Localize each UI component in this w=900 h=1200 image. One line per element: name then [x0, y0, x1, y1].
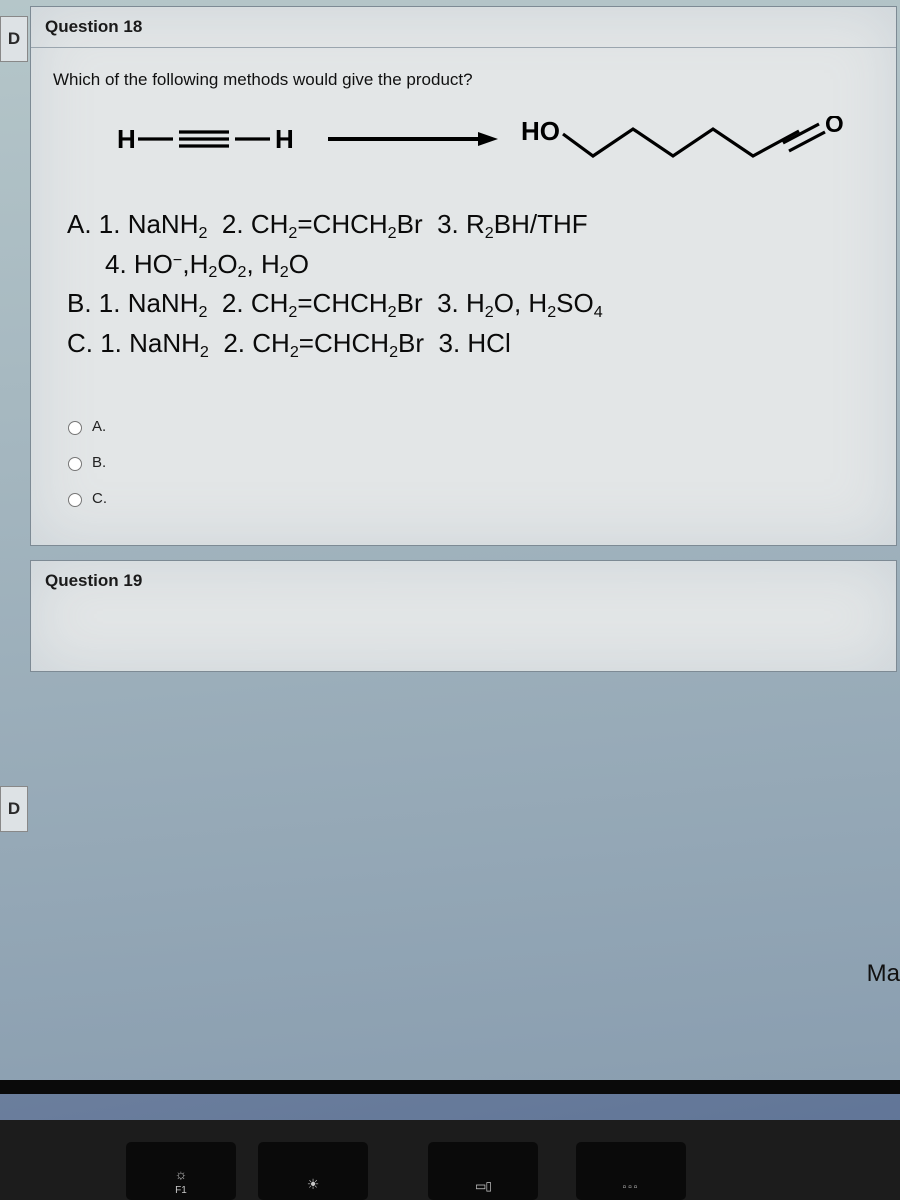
- brightness-up-icon: ☀︎: [307, 1176, 320, 1193]
- question-18-header: Question 18: [31, 7, 896, 48]
- svg-text:O: O: [825, 116, 844, 138]
- radio-c[interactable]: [68, 493, 82, 507]
- option-c: C. 1. NaNH2 2. CH2=CHCH2Br 3. HCl: [67, 325, 874, 363]
- cropped-side-text: Ma: [867, 960, 900, 988]
- question-19-card: Question 19: [30, 560, 897, 672]
- launchpad-icon: ▫▫▫: [623, 1182, 640, 1193]
- nav-marker-label: D: [8, 29, 20, 49]
- question-title: Question 18: [45, 17, 142, 36]
- option-a-line2: 4. HO−,H2O2, H2O: [67, 246, 874, 284]
- nav-marker-q18[interactable]: D: [0, 16, 28, 62]
- nav-marker-q19[interactable]: D: [0, 786, 28, 832]
- svg-text:HO: HO: [521, 116, 560, 146]
- radio-b[interactable]: [68, 457, 82, 471]
- mission-control-icon: ▭▯: [475, 1179, 491, 1193]
- svg-text:H: H: [275, 124, 294, 154]
- brightness-down-icon: ☼: [175, 1166, 188, 1182]
- answer-options-block: A. 1. NaNH2 2. CH2=CHCH2Br 3. R2BH/THF 4…: [67, 206, 874, 363]
- key-f4[interactable]: ▫▫▫: [576, 1142, 686, 1200]
- keyboard: ☼ F1 ☀︎ ▭▯ ▫▫▫: [0, 1120, 900, 1200]
- radio-a[interactable]: [68, 421, 82, 435]
- option-b: B. 1. NaNH2 2. CH2=CHCH2Br 3. H2O, H2SO4: [67, 285, 874, 323]
- radio-b-label: B.: [92, 454, 106, 471]
- reaction-scheme: H H HO: [83, 116, 874, 176]
- question-title: Question 19: [45, 571, 142, 590]
- radio-a-label: A.: [92, 418, 106, 435]
- question-prompt: Which of the following methods would giv…: [53, 70, 874, 90]
- radio-c-label: C.: [92, 490, 107, 507]
- answer-radio-group: A. B. C.: [63, 409, 874, 517]
- option-a: A. 1. NaNH2 2. CH2=CHCH2Br 3. R2BH/THF: [67, 206, 874, 244]
- question-18-card: Question 18 Which of the following metho…: [30, 6, 897, 546]
- key-f3[interactable]: ▭▯: [428, 1142, 538, 1200]
- svg-text:H: H: [117, 124, 136, 154]
- key-label: F1: [175, 1185, 187, 1196]
- key-f1[interactable]: ☼ F1: [126, 1142, 236, 1200]
- key-f2[interactable]: ☀︎: [258, 1142, 368, 1200]
- nav-marker-label: D: [8, 799, 20, 819]
